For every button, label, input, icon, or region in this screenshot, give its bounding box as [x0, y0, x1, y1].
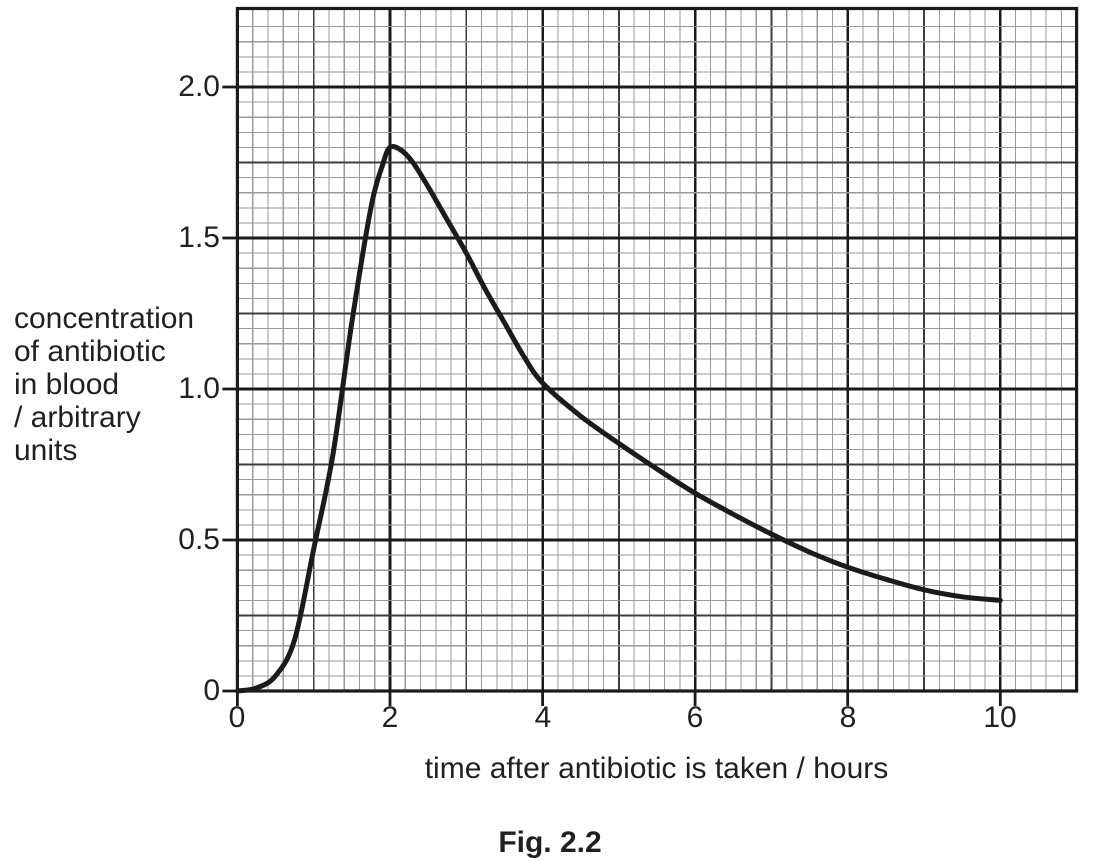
y-axis-label-line: units	[14, 434, 78, 467]
y-axis-label-line: concentration	[14, 302, 195, 335]
x-tick-label-4: 4	[534, 701, 552, 734]
y-tick-label-0: 0	[203, 674, 220, 707]
x-tick-label-6: 6	[686, 701, 704, 734]
figure-caption: Fig. 2.2	[498, 826, 602, 859]
y-tick-label-0.5: 0.5	[178, 523, 220, 556]
grid-lines	[237, 8, 1077, 691]
y-axis-label-line: of antibiotic	[14, 335, 166, 368]
y-axis-label-line: / arbitrary	[14, 401, 141, 434]
x-tick-label-10: 10	[983, 701, 1017, 734]
x-tick-label-2: 2	[381, 701, 399, 734]
concentration-curve	[234, 143, 1003, 694]
y-axis-label: concentration of antibiotic in blood / a…	[14, 302, 194, 467]
y-tick-label-1.0: 1.0	[178, 372, 220, 405]
y-tick-label-2.0: 2.0	[178, 70, 220, 103]
x-tick-label-0: 0	[228, 701, 246, 734]
y-tick-label-1.5: 1.5	[178, 221, 220, 254]
plot-frame	[235, 6, 1079, 693]
y-axis-label-line: in blood	[14, 368, 120, 401]
x-tick-label-8: 8	[839, 701, 857, 734]
x-axis-title: time after antibiotic is taken / hours	[424, 752, 889, 785]
